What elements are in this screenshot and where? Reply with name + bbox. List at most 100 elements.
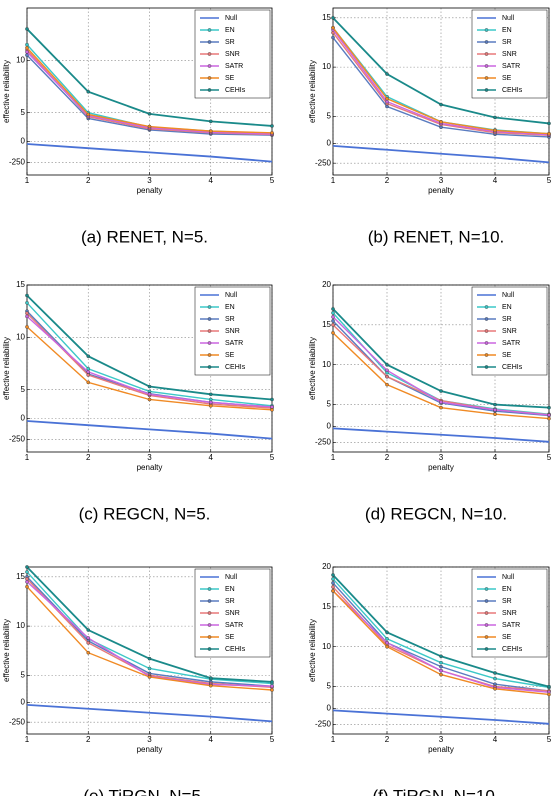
- point-marker: [331, 589, 335, 593]
- legend-marker: [484, 587, 489, 591]
- point-marker: [493, 686, 497, 691]
- point-marker: [331, 311, 335, 315]
- point-marker: [439, 405, 443, 410]
- legend-marker: [484, 365, 489, 369]
- legend-marker: [484, 88, 489, 92]
- legend-label: Null: [502, 292, 515, 299]
- chart-panel: 1 2 3 4 5 -250 0 5 10 15 penalty effective reliabil…: [2, 565, 275, 796]
- point-marker: [270, 688, 274, 692]
- legend-marker: [207, 88, 212, 92]
- y-tick-label: 5: [327, 682, 332, 691]
- point-marker: [208, 119, 213, 124]
- legend-marker: [484, 317, 489, 321]
- x-axis-label: penalty: [137, 463, 163, 472]
- point-marker: [385, 382, 389, 387]
- point-marker: [385, 640, 389, 645]
- legend: Null EN SR SNR SATR SE CEHIs: [194, 9, 271, 99]
- y-tick-label: 0: [21, 137, 26, 146]
- point-marker: [385, 636, 389, 641]
- point-marker: [147, 397, 152, 402]
- legend-marker: [207, 587, 212, 591]
- point-marker: [147, 112, 152, 116]
- point-marker: [25, 27, 29, 31]
- legend-label: SR: [502, 316, 512, 323]
- legend-label: SNR: [502, 51, 517, 58]
- legend-marker: [207, 64, 212, 68]
- legend-marker: [484, 76, 489, 80]
- point-marker: [147, 124, 152, 129]
- point-marker: [86, 628, 91, 632]
- legend-label: CEHIs: [225, 646, 246, 653]
- legend-label: SATR: [502, 622, 520, 629]
- x-tick-label: 2: [86, 176, 91, 185]
- point-marker: [547, 121, 551, 126]
- legend-label: SE: [225, 75, 235, 82]
- y-tick-label: -250: [315, 158, 332, 167]
- x-axis-label: penalty: [428, 463, 454, 472]
- point-marker: [385, 72, 389, 76]
- legend-marker: [484, 64, 489, 68]
- point-marker: [439, 668, 443, 673]
- legend-label: SATR: [225, 622, 243, 629]
- point-marker: [25, 579, 29, 584]
- point-marker: [547, 405, 551, 410]
- point-marker: [547, 692, 551, 697]
- legend-label: SATR: [502, 63, 520, 70]
- legend-marker: [484, 353, 489, 357]
- x-tick-label: 2: [385, 735, 390, 744]
- x-tick-label: 4: [493, 176, 498, 185]
- point-marker: [331, 25, 335, 30]
- x-tick-label: 5: [547, 176, 552, 185]
- point-marker: [493, 671, 497, 675]
- legend-label: EN: [502, 586, 512, 593]
- legend-marker: [207, 353, 212, 357]
- point-marker: [25, 584, 29, 589]
- point-marker: [331, 573, 335, 577]
- point-marker: [331, 16, 335, 20]
- point-marker: [270, 680, 274, 684]
- x-tick-label: 5: [270, 176, 275, 185]
- legend-label: CEHIs: [225, 364, 246, 371]
- point-marker: [25, 314, 29, 319]
- legend-marker: [484, 341, 489, 345]
- legend: Null EN SR SNR SATR SE CEHIs: [471, 286, 548, 376]
- x-tick-label: 4: [493, 735, 498, 744]
- point-marker: [439, 672, 443, 677]
- point-marker: [86, 380, 91, 385]
- series-line: [332, 709, 550, 725]
- point-marker: [25, 300, 29, 305]
- point-marker: [86, 354, 91, 358]
- point-marker: [331, 315, 335, 319]
- legend-label: SNR: [225, 610, 240, 617]
- plot-frame: [332, 566, 550, 735]
- point-marker: [547, 416, 551, 421]
- y-axis-label: effective reliability: [308, 60, 317, 123]
- chart-panel: 1 2 3 4 5 -250 0 5 10 15 penalty effective reliabil…: [308, 7, 552, 246]
- point-marker: [493, 412, 497, 417]
- x-tick-label: 1: [331, 176, 336, 185]
- point-marker: [208, 683, 213, 688]
- y-tick-label: 0: [21, 698, 26, 707]
- point-marker: [439, 664, 443, 669]
- caption: (c) REGCN, N=5.: [79, 504, 211, 523]
- point-marker: [86, 112, 91, 117]
- point-marker: [25, 577, 29, 581]
- legend-label: SE: [502, 634, 512, 641]
- legend-label: SR: [225, 316, 235, 323]
- x-axis-label: penalty: [428, 745, 454, 754]
- y-tick-label: -250: [315, 438, 332, 447]
- y-tick-label: 10: [16, 55, 25, 64]
- legend-label: CEHIs: [502, 364, 523, 371]
- point-marker: [147, 656, 152, 661]
- legend-marker: [207, 635, 212, 639]
- y-tick-label: 15: [16, 572, 25, 581]
- legend-label: SATR: [225, 63, 243, 70]
- y-axis-label: effective reliability: [308, 619, 317, 682]
- y-tick-label: 0: [327, 139, 332, 148]
- point-marker: [25, 45, 29, 50]
- series-line: [26, 420, 273, 440]
- legend-marker: [207, 623, 212, 627]
- plot-frame: [26, 7, 273, 176]
- legend-label: EN: [502, 304, 512, 311]
- chart-panel: 1 2 3 4 5 -250 0 5 10 15 20 penalty effective reliab…: [308, 562, 552, 796]
